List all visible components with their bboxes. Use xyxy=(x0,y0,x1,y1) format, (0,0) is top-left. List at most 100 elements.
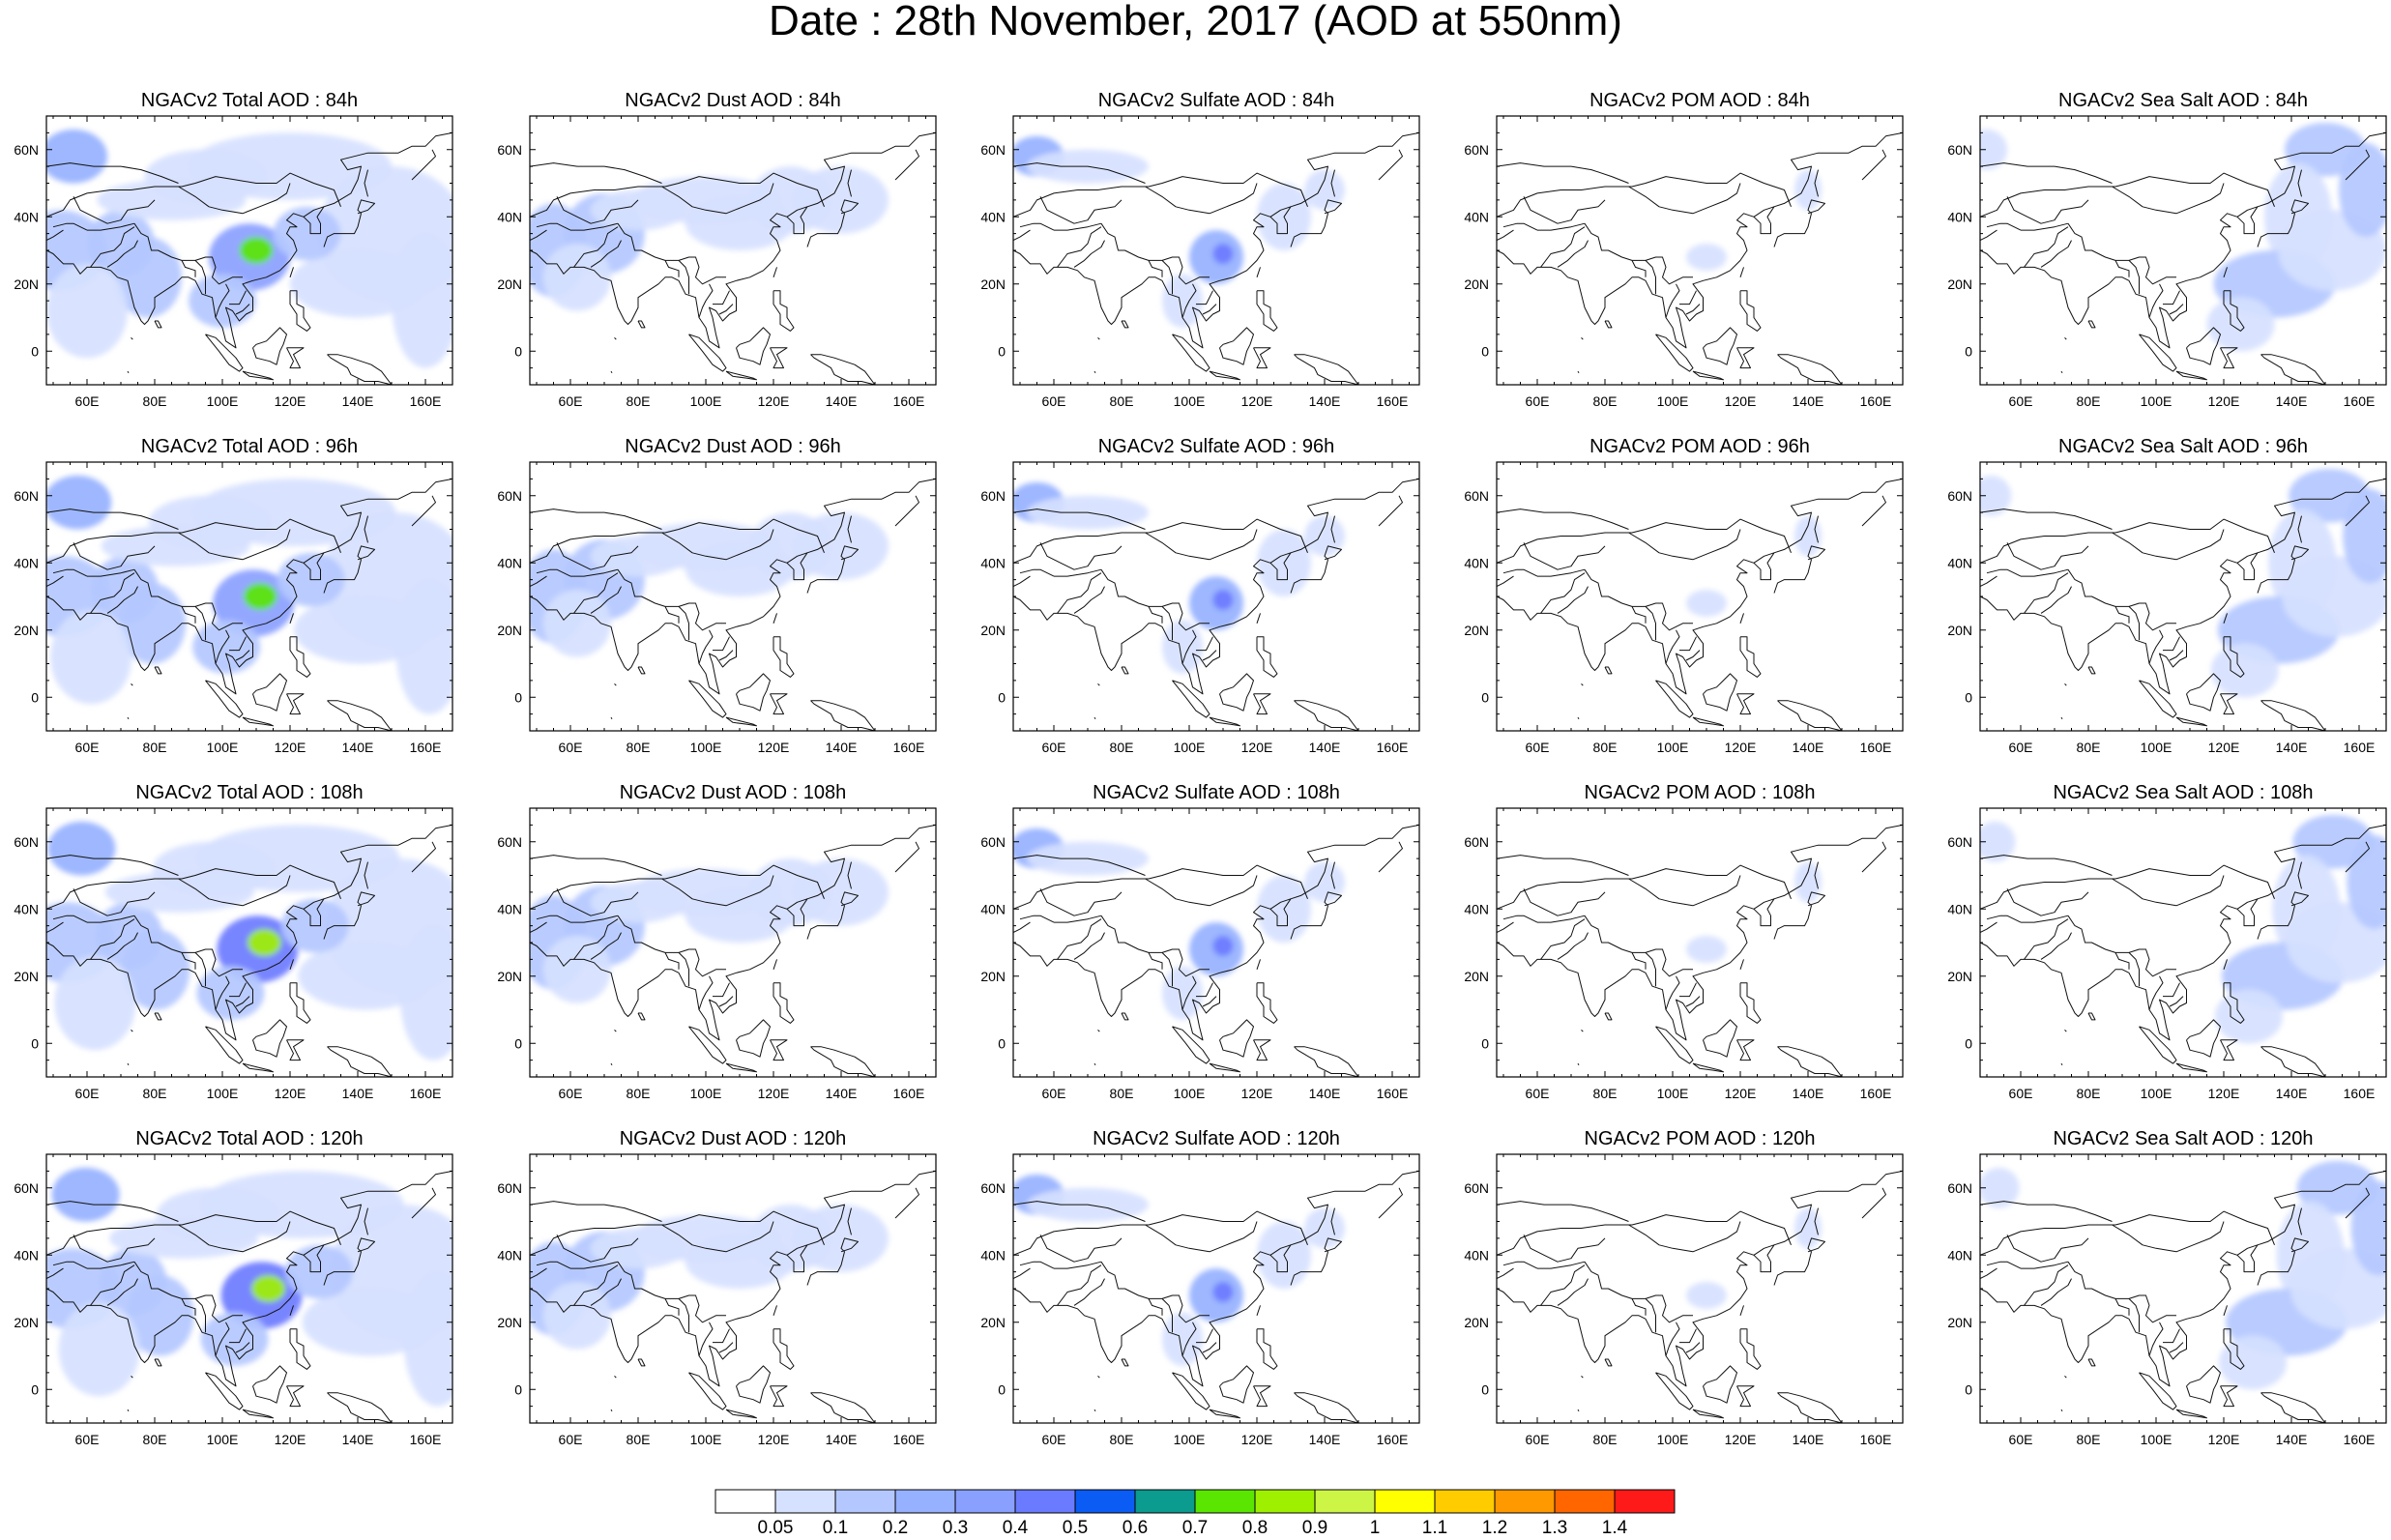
coastline xyxy=(1019,222,1055,231)
coastline xyxy=(2024,1264,2069,1306)
coastline xyxy=(411,495,436,527)
coastline xyxy=(1655,334,1694,372)
x-tick-label: 60E xyxy=(559,393,583,409)
coastline xyxy=(2297,861,2302,889)
coastline xyxy=(1145,183,1258,215)
coastline xyxy=(1330,1207,1335,1235)
coastline xyxy=(1172,1026,1210,1064)
coastline xyxy=(1739,636,1762,678)
coastline xyxy=(847,1207,852,1235)
coastline xyxy=(773,290,795,332)
aod-region xyxy=(1212,936,1234,956)
x-tick-label: 100E xyxy=(690,1432,722,1447)
coastline xyxy=(698,1322,714,1356)
coastline xyxy=(1665,1322,1680,1356)
coastline xyxy=(2006,196,2089,224)
coastline xyxy=(1019,568,1055,577)
coastline xyxy=(1584,222,1693,285)
coastline xyxy=(1777,700,1843,731)
coastline xyxy=(1330,169,1335,197)
coastline xyxy=(2169,650,2184,661)
coastline xyxy=(1537,568,1586,577)
colorbar-label: 1 xyxy=(1370,1518,1381,1538)
coastline xyxy=(215,283,230,318)
coastline xyxy=(773,636,795,678)
aod-region xyxy=(47,821,116,876)
aod-region xyxy=(152,841,275,896)
aod-region xyxy=(192,620,261,674)
coastline xyxy=(2260,1046,2326,1077)
coastline xyxy=(364,515,368,543)
x-tick-label: 60E xyxy=(2009,393,2033,409)
x-tick-label: 80E xyxy=(143,393,167,409)
coastline xyxy=(637,666,646,675)
coastline xyxy=(1980,508,2113,530)
coastline xyxy=(1581,1375,1584,1379)
x-tick-label: 100E xyxy=(1174,1086,1206,1101)
coastline xyxy=(1753,1244,1775,1256)
aod-region xyxy=(247,929,281,956)
coastline xyxy=(1814,861,1819,889)
coastline xyxy=(530,1267,547,1280)
y-tick-label: 60N xyxy=(980,1180,1006,1196)
coastline xyxy=(718,1342,734,1353)
coastline xyxy=(1054,568,1102,577)
coastline xyxy=(106,932,138,960)
coastline xyxy=(2024,572,2069,614)
coastline xyxy=(1665,283,1680,318)
y-tick-label: 60N xyxy=(14,834,39,850)
coastline xyxy=(530,575,547,588)
aod-region xyxy=(794,166,889,234)
coastline xyxy=(127,716,130,720)
aod-region xyxy=(794,1205,889,1272)
coastline xyxy=(178,1221,291,1253)
coastline xyxy=(1161,260,1173,295)
coastline xyxy=(178,875,291,907)
coastline xyxy=(1537,915,1586,923)
x-tick-label: 120E xyxy=(1725,1432,1757,1447)
y-tick-label: 60N xyxy=(497,834,522,850)
coastline xyxy=(2345,495,2370,527)
x-tick-label: 80E xyxy=(143,1086,167,1101)
y-tick-label: 40N xyxy=(1464,1247,1489,1263)
coastline xyxy=(530,162,662,184)
aod-region xyxy=(273,206,341,261)
coastline xyxy=(688,334,727,372)
coastline xyxy=(205,680,244,718)
aod-region xyxy=(1980,475,2012,516)
coastline xyxy=(1777,354,1843,385)
coastline xyxy=(106,586,138,614)
coastline xyxy=(1497,1201,1629,1222)
colorbar-label: 0.4 xyxy=(1003,1518,1029,1538)
x-tick-label: 120E xyxy=(2208,1432,2240,1447)
coastline xyxy=(570,915,619,923)
x-tick-label: 140E xyxy=(2276,1086,2308,1101)
coastline xyxy=(806,891,859,940)
panel-title: NGACv2 POM AOD : 108h xyxy=(1584,782,1816,803)
x-tick-label: 120E xyxy=(2208,393,2240,409)
x-tick-label: 80E xyxy=(2077,1086,2101,1101)
coastline xyxy=(1773,545,1825,594)
coastline xyxy=(2175,716,2207,727)
coastline xyxy=(713,982,730,998)
x-tick-label: 120E xyxy=(1725,740,1757,755)
coastline xyxy=(1540,226,1586,268)
y-tick-label: 60N xyxy=(1464,834,1489,850)
coastline xyxy=(786,898,808,910)
coastline xyxy=(1253,1385,1271,1408)
coastline xyxy=(242,1409,274,1419)
coastline xyxy=(2220,1385,2238,1408)
x-tick-label: 100E xyxy=(690,1086,722,1101)
coastline xyxy=(2220,1039,2238,1061)
coastline xyxy=(573,572,619,614)
coastline xyxy=(2257,891,2309,940)
coastline xyxy=(1584,568,1693,631)
aod-region xyxy=(392,233,452,368)
coastline xyxy=(178,183,291,215)
coastline xyxy=(289,636,311,678)
colorbar-label: 1.1 xyxy=(1422,1518,1447,1538)
coastline xyxy=(2297,1207,2302,1235)
y-tick-label: 60N xyxy=(980,142,1006,158)
x-tick-label: 80E xyxy=(143,1432,167,1447)
coastline xyxy=(1685,996,1701,1007)
